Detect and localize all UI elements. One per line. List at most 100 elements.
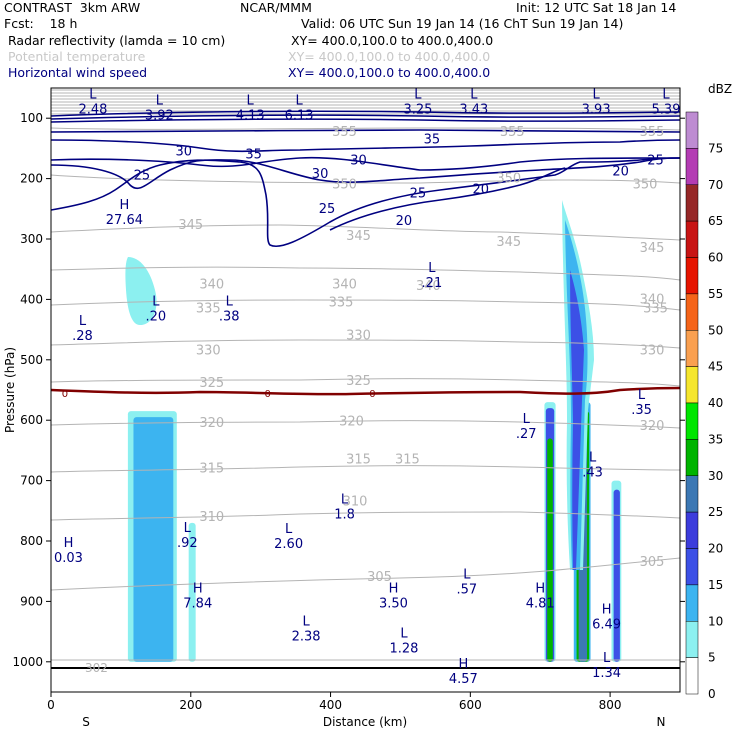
theta-label: 325 (199, 376, 224, 391)
theta-label: 335 (196, 301, 221, 316)
extremum-high-marker: H (602, 602, 612, 617)
theta-label: 330 (640, 344, 665, 359)
plot-frame (50, 87, 681, 693)
extremum-low-marker: L (341, 493, 349, 508)
y-tick-label: 700 (20, 474, 43, 488)
reflectivity-cell-10 (613, 489, 620, 662)
wind-label: 30 (176, 144, 193, 159)
freezing-level-label: 0 (62, 389, 68, 400)
wind-label: 35 (245, 147, 262, 162)
colorbar-label: 25 (708, 505, 723, 519)
extremum-high-marker: H (193, 581, 203, 596)
theta-label: 320 (640, 419, 665, 434)
colorbar-swatch-50 (685, 293, 699, 331)
extremum-low-marker: L (89, 87, 97, 102)
theta-contours (51, 127, 680, 661)
extremum-value: 4.57 (449, 672, 478, 687)
extremum-high-marker: H (64, 536, 74, 551)
theta-label: 330 (196, 344, 221, 359)
wind-label: 30 (312, 167, 329, 182)
extremum-value: 1.34 (592, 666, 621, 681)
wind-label: 25 (134, 169, 151, 184)
wind-label: 30 (350, 153, 367, 168)
extremum-low-marker: L (463, 567, 471, 582)
extremum-value: .28 (72, 329, 93, 344)
y-tick-label: 400 (20, 292, 43, 306)
theta-label: 340 (332, 277, 357, 292)
y-tick-label: 1000 (12, 655, 43, 669)
extremum-low-marker: L (603, 651, 611, 666)
theta-label: 340 (640, 292, 665, 307)
extremum-low-marker: L (247, 93, 255, 108)
left-small-cell (125, 257, 157, 325)
extremum-value: .92 (177, 536, 198, 551)
wind-label: 25 (647, 153, 664, 168)
colorbar-label: 45 (708, 360, 723, 374)
y-tick-label: 300 (20, 232, 43, 246)
colorbar-swatch-60 (685, 220, 699, 258)
colorbar-label: 50 (708, 323, 723, 337)
theta-label: 315 (395, 452, 420, 467)
extremum-value: 3.93 (582, 102, 611, 117)
theta-label: 340 (416, 279, 441, 294)
theta-label: 305 (367, 570, 392, 585)
colorbar-label: 15 (708, 578, 723, 592)
field-wind-xy: XY= 400.0,100.0 to 400.0,400.0 (288, 65, 491, 80)
theta-label: 350 (633, 178, 658, 193)
theta-label: 315 (346, 452, 371, 467)
wind-label: 20 (396, 214, 413, 229)
theta-label: 345 (178, 218, 203, 233)
theta-label: 320 (339, 414, 364, 429)
extremum-value: 4.81 (526, 596, 555, 611)
extremum-value: 1.28 (389, 642, 418, 657)
reflectivity-cell-1 (133, 417, 174, 662)
colorbar-swatch-30 (685, 439, 699, 476)
extremum-value: 27.64 (106, 213, 143, 228)
theta-label: 330 (346, 329, 371, 344)
forecast-hour: Fcst: 18 h (4, 16, 78, 31)
colorbar-label: 20 (708, 542, 723, 556)
y-tick-label: 800 (20, 534, 43, 548)
extremum-low-marker: L (295, 93, 303, 108)
colorbar-swatch-55 (685, 257, 699, 295)
x-tick-label: 0 (47, 698, 55, 712)
theta-label: 315 (199, 462, 224, 477)
extremum-low-marker: L (400, 627, 408, 642)
colorbar-swatch-20 (685, 511, 699, 549)
extremum-value: 7.84 (183, 596, 212, 611)
extremum-value: .35 (631, 403, 652, 418)
extremum-value: 2.60 (274, 537, 303, 552)
y-axis-label: Pressure (hPa) (3, 347, 17, 433)
y-tick-label: 900 (20, 594, 43, 608)
extremum-value: 6.13 (285, 108, 314, 123)
reflectivity-cell-5 (547, 438, 553, 662)
colorbar-swatch-45 (685, 330, 699, 367)
freezing-level-label: 0 (369, 389, 375, 400)
extremum-low-marker: L (152, 294, 160, 309)
colorbar-label: 75 (708, 141, 723, 155)
colorbar-swatch-25 (685, 475, 699, 513)
extremum-value: 3.92 (145, 108, 174, 123)
extremum-value: .20 (145, 309, 166, 324)
field-reflectivity-xy: XY= 400.0,100.0 to 400.0,400.0 (291, 33, 494, 48)
extremum-value: 0.03 (54, 551, 83, 566)
colorbar-swatch-70 (685, 148, 699, 185)
extremum-low-marker: L (184, 521, 192, 536)
theta-label: 310 (199, 510, 224, 525)
center-name: NCAR/MMM (240, 0, 312, 15)
extremum-value: .57 (456, 582, 477, 597)
model-title: CONTRAST 3km ARW (4, 0, 141, 15)
colorbar-label: 55 (708, 287, 723, 301)
freezing-level-label: 0 (264, 389, 270, 400)
colorbar-swatch-5 (685, 621, 699, 658)
colorbar-swatch-0 (685, 657, 699, 695)
colorbar-swatch-35 (685, 402, 699, 440)
theta-label: 310 (343, 495, 368, 510)
extremum-high-marker: H (119, 198, 129, 213)
wind-jet-lines (51, 110, 680, 123)
extremum-value: 3.43 (459, 102, 488, 117)
wind-label: 20 (612, 164, 629, 179)
extremum-low-marker: L (226, 294, 234, 309)
theta-label: 340 (199, 277, 224, 292)
colorbar-label: 40 (708, 396, 723, 410)
